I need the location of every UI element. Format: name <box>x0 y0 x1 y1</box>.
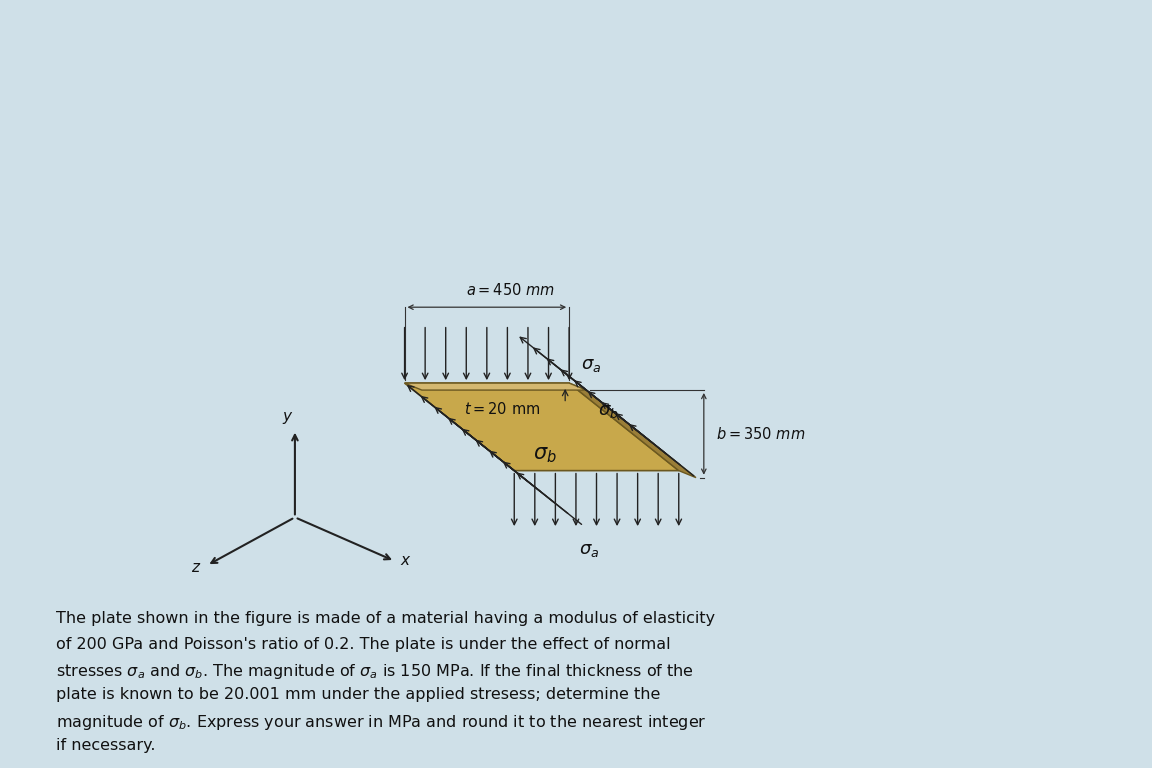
Text: $a = 450$ mm: $a = 450$ mm <box>465 283 555 299</box>
Text: The plate shown in the figure is made of a material having a modulus of elastici: The plate shown in the figure is made of… <box>56 611 715 627</box>
Text: $\sigma_b$: $\sigma_b$ <box>598 402 619 419</box>
Text: z: z <box>190 560 198 574</box>
Text: if necessary.: if necessary. <box>56 738 156 753</box>
Text: $\sigma_a$: $\sigma_a$ <box>578 541 599 558</box>
Text: $t = 20\ \mathrm{mm}$: $t = 20\ \mathrm{mm}$ <box>464 402 540 417</box>
Text: $b = 350$ mm: $b = 350$ mm <box>715 426 805 442</box>
Text: $\sigma_a$: $\sigma_a$ <box>581 356 601 374</box>
Text: $\sigma_b$: $\sigma_b$ <box>532 445 556 465</box>
Text: of 200 GPa and Poisson's ratio of 0.2. The plate is under the effect of normal: of 200 GPa and Poisson's ratio of 0.2. T… <box>56 637 670 652</box>
Text: stresses $\sigma_a$ and $\sigma_b$. The magnitude of $\sigma_a$ is 150 MPa. If t: stresses $\sigma_a$ and $\sigma_b$. The … <box>56 662 695 681</box>
Polygon shape <box>404 383 586 390</box>
Text: x: x <box>401 554 410 568</box>
Text: plate is known to be 20.001 mm under the applied stresess; determine the: plate is known to be 20.001 mm under the… <box>56 687 660 703</box>
Text: magnitude of $\sigma_b$. Express your answer in MPa and round it to the nearest : magnitude of $\sigma_b$. Express your an… <box>56 713 707 732</box>
Polygon shape <box>569 383 696 478</box>
Polygon shape <box>404 383 679 471</box>
Text: y: y <box>282 409 291 424</box>
